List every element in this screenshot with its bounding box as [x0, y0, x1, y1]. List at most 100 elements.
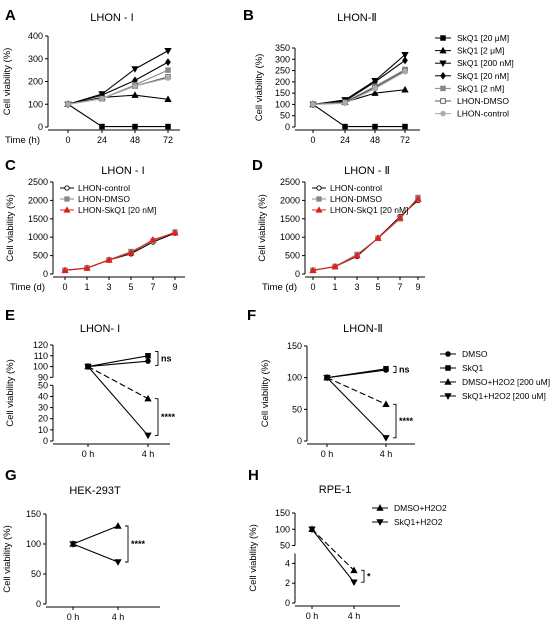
- y-axis-label: Cell viability (%): [2, 48, 13, 116]
- series-line: [87, 366, 149, 400]
- y-tick-label: 50: [38, 380, 48, 390]
- x-tick-label: 72: [163, 135, 173, 145]
- legend-marker: [440, 85, 446, 92]
- data-point: [83, 264, 91, 271]
- y-tick-label: 90: [38, 372, 48, 382]
- x-tick-label: 0 h: [82, 449, 95, 459]
- data-point: [342, 100, 348, 107]
- y-tick-label: 2000: [280, 195, 300, 205]
- legend-label: SkQ1 [20 nM]: [457, 71, 509, 81]
- data-point: [144, 394, 152, 402]
- y-tick-label: 30: [38, 403, 48, 413]
- panel-label: A: [5, 7, 16, 24]
- y-tick-label: 300: [28, 54, 43, 64]
- significance-bracket: [393, 403, 397, 439]
- x-tick-label: 5: [375, 282, 380, 292]
- legend-marker: [445, 351, 451, 357]
- y-tick-label: 100: [26, 539, 41, 549]
- data-point: [165, 75, 171, 81]
- chart-title: HEK-293T: [69, 485, 121, 497]
- series-line: [312, 68, 406, 105]
- legend-marker: [440, 71, 446, 80]
- data-point: [144, 432, 152, 440]
- y-tick-label: 0: [38, 122, 43, 132]
- legend-marker: [316, 185, 322, 191]
- data-point: [402, 56, 408, 65]
- legend-marker: [316, 196, 322, 202]
- data-point: [131, 91, 139, 98]
- data-point: [310, 101, 316, 108]
- legend-label: LHON-SkQ1 [20 nM]: [330, 205, 408, 215]
- legend-marker: [444, 393, 452, 400]
- y-tick-label: 0: [43, 269, 48, 279]
- data-point: [374, 234, 382, 241]
- x-tick-label: 9: [415, 282, 420, 292]
- data-point: [396, 213, 404, 221]
- significance-bracket: [155, 351, 159, 366]
- y-axis-label: Cell viability (%): [254, 54, 265, 122]
- chart-panel-g: G HEK-293T Cell viability (%) 0 50 100 150 0 h 4…: [2, 467, 160, 622]
- data-point: [165, 58, 171, 67]
- y-tick-label: 10: [38, 425, 48, 435]
- data-point: [383, 366, 389, 372]
- legend-label: SkQ1 [200 nM]: [457, 58, 514, 68]
- y-tick-label: 100: [275, 524, 290, 534]
- data-point: [372, 85, 378, 92]
- data-point: [331, 262, 339, 270]
- y-tick-label: 20: [38, 414, 48, 424]
- data-point: [105, 256, 113, 263]
- legend-label: SkQ1+H2O2 [200 uM]: [462, 391, 546, 401]
- y-tick-label: 150: [275, 88, 290, 98]
- significance-label: ns: [161, 353, 172, 363]
- x-tick-label: 48: [370, 135, 380, 145]
- legend-label: SkQ1+H2O2: [394, 517, 443, 527]
- legend-marker: [445, 365, 451, 371]
- data-point: [308, 526, 316, 534]
- series-line: [312, 59, 406, 105]
- x-tick-label: 0: [65, 135, 70, 145]
- series-line: [326, 377, 387, 405]
- x-tick-label: 3: [106, 282, 111, 292]
- data-point: [382, 435, 390, 442]
- x-tick-label: 0 h: [67, 612, 80, 622]
- legend-label: LHON-DMSO: [330, 194, 382, 204]
- series-line: [326, 368, 387, 379]
- legend-label: LHON-DMSO: [78, 194, 130, 204]
- panel-label: E: [5, 307, 15, 324]
- y-tick-label: 2500: [28, 177, 48, 187]
- panel-label: H: [248, 467, 259, 484]
- chart-title: LHON - I: [90, 12, 133, 24]
- legend-marker: [315, 206, 323, 213]
- data-point: [114, 522, 122, 529]
- legend-marker: [439, 46, 447, 54]
- y-tick-label: 0: [285, 122, 290, 132]
- x-tick-label: 4 h: [380, 449, 393, 459]
- chart-panel-c: C LHON - I Cell viability (%) 0 500 1000 1500 2…: [5, 157, 185, 293]
- data-point: [132, 123, 138, 130]
- data-point: [84, 363, 92, 371]
- chart-panel-d: D LHON - Ⅱ Cell viability (%) 0 500 1000 1500 2…: [252, 157, 425, 293]
- y-tick-label: 100: [275, 99, 290, 109]
- series-line: [72, 525, 119, 545]
- x-tick-label: 1: [84, 282, 89, 292]
- data-point: [171, 228, 179, 236]
- y-axis-label: Cell viability (%): [257, 194, 268, 262]
- data-point: [65, 101, 71, 107]
- data-point: [372, 123, 378, 130]
- y-tick-label: 150: [275, 508, 290, 518]
- significance-bracket: [393, 365, 397, 374]
- chart-title: LHON - Ⅱ: [344, 165, 390, 177]
- data-point: [382, 400, 390, 408]
- y-tick-label: 2000: [28, 195, 48, 205]
- y-tick-label: 50: [292, 404, 302, 414]
- series-line: [326, 377, 387, 439]
- data-point: [61, 266, 69, 274]
- data-point: [414, 195, 422, 202]
- data-point: [342, 123, 348, 130]
- y-tick-label: 150: [287, 341, 302, 351]
- significance-bracket: [125, 525, 129, 563]
- y-tick-label: 200: [28, 77, 43, 87]
- data-point: [164, 95, 172, 102]
- series-line: [67, 61, 169, 105]
